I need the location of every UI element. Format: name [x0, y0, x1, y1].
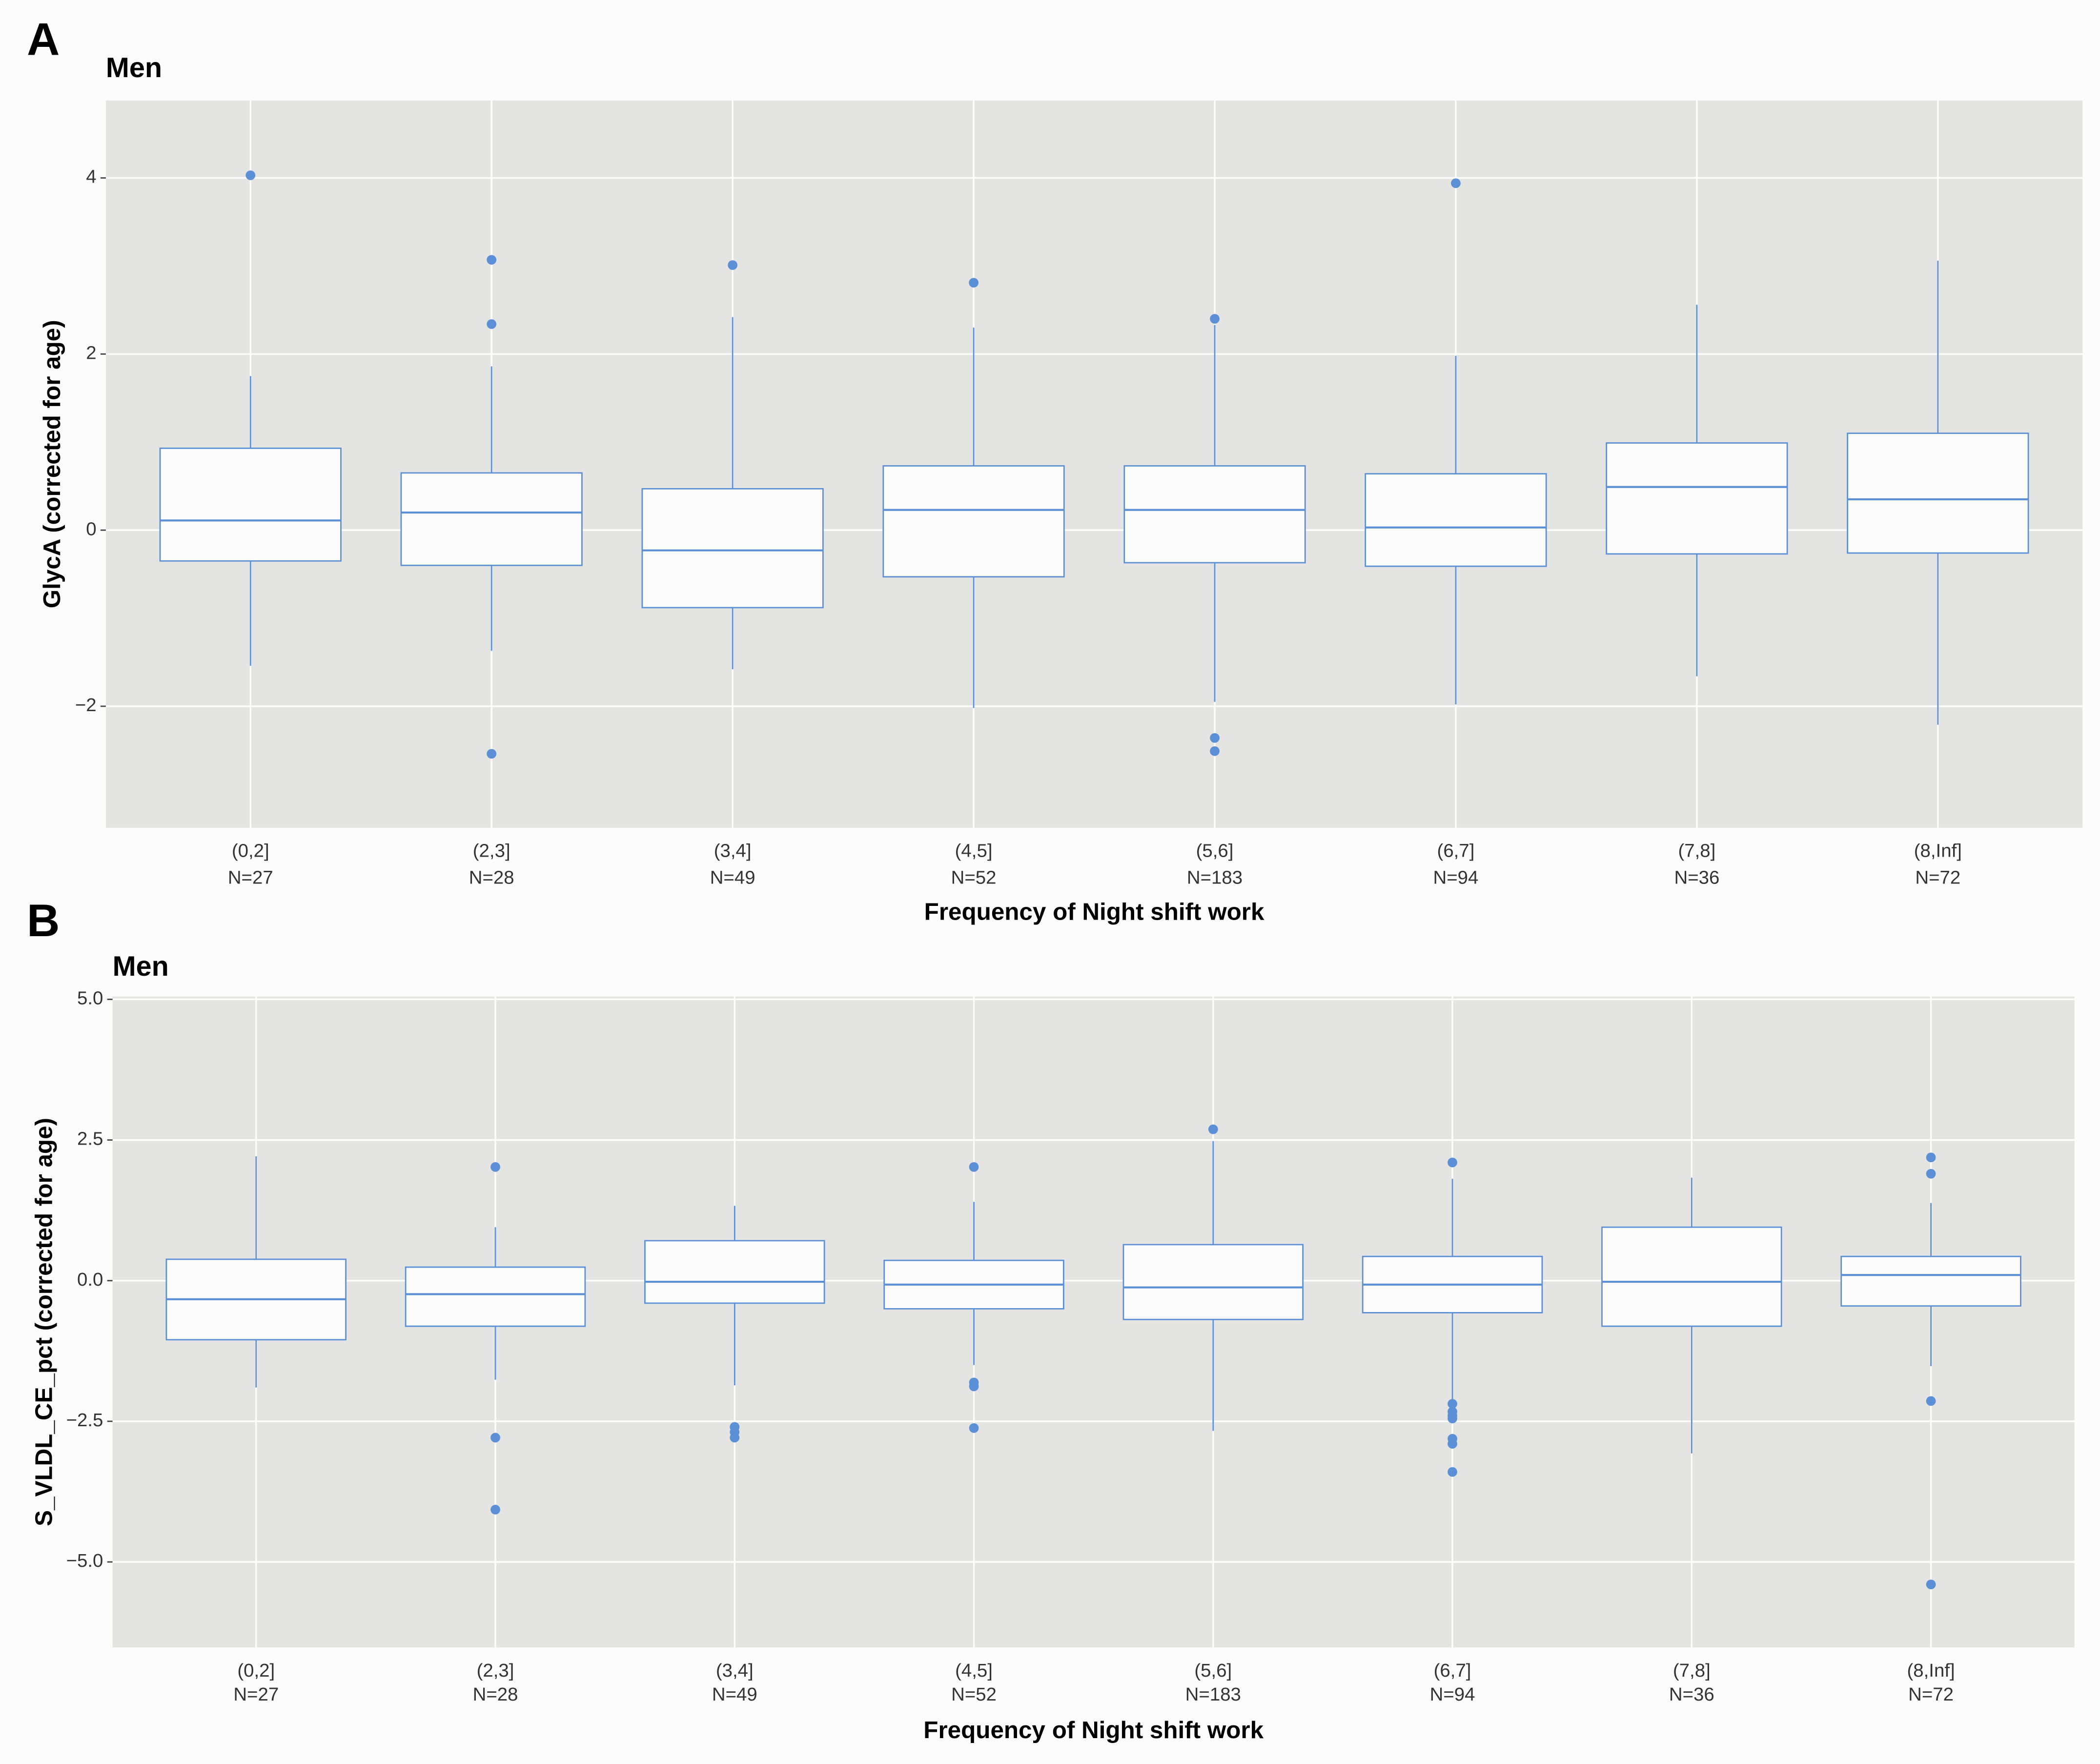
x-tick-label: (0,2]: [237, 1660, 275, 1681]
x-tick-count: N=183: [1187, 867, 1243, 888]
x-tick-label: (4,5]: [955, 1660, 993, 1681]
chart-title: Men: [106, 52, 162, 83]
x-tick-label: (0,2]: [232, 840, 269, 861]
x-tick-count: N=27: [228, 867, 273, 888]
box: [1123, 465, 1306, 564]
x-tick-count: N=72: [1915, 867, 1960, 888]
y-tick-label: 2.5: [77, 1128, 103, 1149]
outlier: [728, 260, 738, 270]
x-axis-label: Frequency of Night shift work: [923, 1717, 1264, 1743]
y-tick-label: −2.5: [66, 1410, 103, 1431]
x-tick-label: (2,3]: [477, 1660, 514, 1681]
box: [1840, 1255, 2021, 1307]
outlier: [1926, 1169, 1936, 1179]
outlier: [969, 278, 979, 288]
outlier: [490, 1162, 500, 1172]
x-tick-label: (8,Inf]: [1914, 840, 1962, 861]
x-tick-count: N=52: [951, 867, 997, 888]
outlier: [969, 1381, 979, 1392]
x-tick-label: (2,3]: [473, 840, 510, 861]
outlier: [730, 1433, 740, 1443]
outlier: [487, 749, 497, 759]
x-tick-label: (6,7]: [1437, 840, 1475, 861]
box: [1365, 473, 1547, 567]
outlier: [490, 1433, 500, 1443]
outlier: [969, 1162, 979, 1172]
outlier: [1926, 1396, 1936, 1406]
x-tick-count: N=28: [473, 1684, 518, 1705]
x-tick-count: N=94: [1433, 867, 1479, 888]
x-tick-label: (4,5]: [955, 840, 993, 861]
x-tick-label: (3,4]: [716, 1660, 754, 1681]
box: [1122, 1244, 1304, 1320]
outlier: [1926, 1152, 1936, 1163]
x-tick-count: N=27: [233, 1684, 279, 1705]
x-tick-count: N=49: [712, 1684, 757, 1705]
outlier: [1208, 1124, 1218, 1134]
outlier: [1451, 178, 1461, 188]
x-tick-label: (6,7]: [1434, 1660, 1471, 1681]
x-tick-label: (7,8]: [1673, 1660, 1711, 1681]
box: [882, 465, 1065, 578]
x-tick-count: N=36: [1674, 867, 1719, 888]
x-tick-label: (5,6]: [1194, 1660, 1232, 1681]
outlier: [1926, 1579, 1936, 1590]
x-tick-label: (8,Inf]: [1907, 1660, 1955, 1681]
box: [1606, 442, 1788, 555]
outlier: [487, 255, 497, 265]
x-axis-label: Frequency of Night shift work: [924, 899, 1264, 925]
x-tick-count: N=183: [1185, 1684, 1241, 1705]
outlier: [1210, 746, 1220, 756]
box: [159, 447, 342, 562]
y-tick-label: 2: [86, 342, 96, 363]
box: [644, 1240, 825, 1304]
x-tick-label: (3,4]: [714, 840, 752, 861]
x-tick-count: N=28: [469, 867, 514, 888]
box: [400, 472, 583, 566]
x-tick-count: N=72: [1908, 1684, 1954, 1705]
outlier: [490, 1504, 500, 1515]
y-tick-label: 4: [86, 166, 96, 187]
x-tick-count: N=49: [710, 867, 755, 888]
outlier: [245, 170, 256, 181]
panel-label: A: [27, 14, 60, 64]
box: [641, 488, 824, 609]
y-tick-label: −5.0: [66, 1550, 103, 1571]
outlier: [1448, 1414, 1457, 1424]
y-axis-label: GlycA (corrected for age): [39, 320, 65, 608]
box: [1847, 432, 2029, 554]
x-tick-count: N=94: [1430, 1684, 1475, 1705]
box: [405, 1266, 586, 1327]
box: [1601, 1226, 1782, 1327]
y-tick-label: 5.0: [77, 988, 103, 1009]
outlier: [1210, 314, 1220, 324]
outlier: [1448, 1439, 1457, 1449]
outlier: [1448, 1157, 1457, 1168]
y-tick-label: 0: [86, 518, 96, 539]
x-tick-count: N=52: [951, 1684, 997, 1705]
x-tick-label: (5,6]: [1196, 840, 1234, 861]
y-tick-label: 0.0: [77, 1269, 103, 1290]
outlier: [969, 1423, 979, 1433]
chart-title: Men: [113, 951, 169, 982]
y-axis-label: S_VLDL_CE_pct (corrected for age): [30, 1118, 57, 1526]
outlier: [1448, 1467, 1457, 1477]
outlier: [1448, 1399, 1457, 1409]
x-tick-label: (7,8]: [1678, 840, 1715, 861]
x-tick-count: N=36: [1669, 1684, 1714, 1705]
panel-label: B: [27, 895, 60, 946]
outlier: [487, 319, 497, 329]
outlier: [1210, 733, 1220, 743]
y-tick-label: −2: [75, 695, 97, 716]
